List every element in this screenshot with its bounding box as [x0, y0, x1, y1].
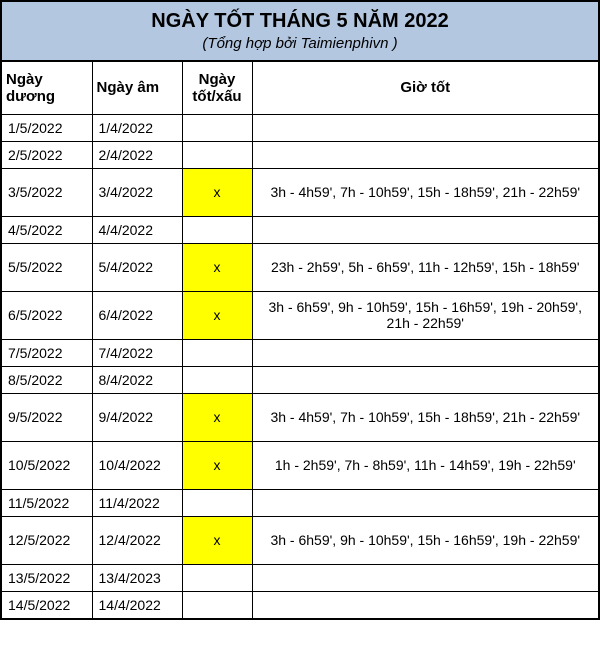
col-header-mark: Ngày tốt/xấu — [182, 62, 252, 114]
cell-duong: 8/5/2022 — [2, 366, 92, 393]
calendar-table: Ngày dương Ngày âm Ngày tốt/xấu Giờ tốt … — [2, 62, 598, 618]
cell-mark: x — [182, 243, 252, 291]
cell-mark: x — [182, 441, 252, 489]
cell-am: 3/4/2022 — [92, 168, 182, 216]
table-row: 11/5/202211/4/2022 — [2, 489, 598, 516]
table-row: 7/5/20227/4/2022 — [2, 339, 598, 366]
cell-duong: 9/5/2022 — [2, 393, 92, 441]
cell-duong: 10/5/2022 — [2, 441, 92, 489]
calendar-container: NGÀY TỐT THÁNG 5 NĂM 2022 (Tổng hợp bởi … — [0, 0, 600, 620]
table-row: 14/5/202214/4/2022 — [2, 591, 598, 618]
cell-gio — [252, 114, 598, 141]
table-row: 10/5/202210/4/2022x1h - 2h59', 7h - 8h59… — [2, 441, 598, 489]
cell-gio: 3h - 6h59', 9h - 10h59', 15h - 16h59', 1… — [252, 516, 598, 564]
cell-mark — [182, 591, 252, 618]
cell-gio: 23h - 2h59', 5h - 6h59', 11h - 12h59', 1… — [252, 243, 598, 291]
table-row: 4/5/20224/4/2022 — [2, 216, 598, 243]
cell-gio — [252, 366, 598, 393]
table-row: 1/5/20221/4/2022 — [2, 114, 598, 141]
cell-duong: 14/5/2022 — [2, 591, 92, 618]
col-header-duong: Ngày dương — [2, 62, 92, 114]
cell-mark: x — [182, 516, 252, 564]
cell-am: 4/4/2022 — [92, 216, 182, 243]
cell-am: 6/4/2022 — [92, 291, 182, 339]
cell-mark — [182, 366, 252, 393]
cell-gio — [252, 339, 598, 366]
cell-gio: 1h - 2h59', 7h - 8h59', 11h - 14h59', 19… — [252, 441, 598, 489]
cell-mark: x — [182, 393, 252, 441]
table-row: 3/5/20223/4/2022x3h - 4h59', 7h - 10h59'… — [2, 168, 598, 216]
cell-duong: 7/5/2022 — [2, 339, 92, 366]
table-row: 12/5/202212/4/2022x3h - 6h59', 9h - 10h5… — [2, 516, 598, 564]
cell-am: 12/4/2022 — [92, 516, 182, 564]
table-row: 5/5/20225/4/2022x23h - 2h59', 5h - 6h59'… — [2, 243, 598, 291]
cell-mark — [182, 141, 252, 168]
cell-duong: 13/5/2022 — [2, 564, 92, 591]
cell-mark — [182, 489, 252, 516]
cell-duong: 5/5/2022 — [2, 243, 92, 291]
cell-am: 8/4/2022 — [92, 366, 182, 393]
cell-mark — [182, 339, 252, 366]
cell-am: 1/4/2022 — [92, 114, 182, 141]
cell-gio — [252, 564, 598, 591]
cell-duong: 4/5/2022 — [2, 216, 92, 243]
cell-gio: 3h - 6h59', 9h - 10h59', 15h - 16h59', 1… — [252, 291, 598, 339]
cell-duong: 1/5/2022 — [2, 114, 92, 141]
header-title: NGÀY TỐT THÁNG 5 NĂM 2022 — [2, 10, 598, 33]
cell-gio — [252, 141, 598, 168]
table-header-row: Ngày dương Ngày âm Ngày tốt/xấu Giờ tốt — [2, 62, 598, 114]
cell-duong: 2/5/2022 — [2, 141, 92, 168]
cell-duong: 6/5/2022 — [2, 291, 92, 339]
col-header-gio: Giờ tốt — [252, 62, 598, 114]
cell-mark: x — [182, 291, 252, 339]
cell-gio — [252, 591, 598, 618]
cell-am: 14/4/2022 — [92, 591, 182, 618]
cell-am: 5/4/2022 — [92, 243, 182, 291]
cell-am: 11/4/2022 — [92, 489, 182, 516]
cell-duong: 11/5/2022 — [2, 489, 92, 516]
cell-am: 9/4/2022 — [92, 393, 182, 441]
cell-duong: 12/5/2022 — [2, 516, 92, 564]
table-row: 13/5/202213/4/2023 — [2, 564, 598, 591]
cell-am: 13/4/2023 — [92, 564, 182, 591]
col-header-am: Ngày âm — [92, 62, 182, 114]
cell-duong: 3/5/2022 — [2, 168, 92, 216]
table-row: 2/5/20222/4/2022 — [2, 141, 598, 168]
cell-gio: 3h - 4h59', 7h - 10h59', 15h - 18h59', 2… — [252, 393, 598, 441]
cell-mark — [182, 114, 252, 141]
header: NGÀY TỐT THÁNG 5 NĂM 2022 (Tổng hợp bởi … — [2, 2, 598, 62]
cell-mark: x — [182, 168, 252, 216]
cell-gio — [252, 216, 598, 243]
table-body: 1/5/20221/4/20222/5/20222/4/20223/5/2022… — [2, 114, 598, 618]
cell-mark — [182, 216, 252, 243]
table-row: 6/5/20226/4/2022x3h - 6h59', 9h - 10h59'… — [2, 291, 598, 339]
cell-am: 7/4/2022 — [92, 339, 182, 366]
table-row: 9/5/20229/4/2022x3h - 4h59', 7h - 10h59'… — [2, 393, 598, 441]
cell-am: 10/4/2022 — [92, 441, 182, 489]
cell-gio: 3h - 4h59', 7h - 10h59', 15h - 18h59', 2… — [252, 168, 598, 216]
cell-gio — [252, 489, 598, 516]
cell-am: 2/4/2022 — [92, 141, 182, 168]
cell-mark — [182, 564, 252, 591]
table-row: 8/5/20228/4/2022 — [2, 366, 598, 393]
header-subtitle: (Tổng hợp bởi Taimienphivn ) — [2, 35, 598, 52]
